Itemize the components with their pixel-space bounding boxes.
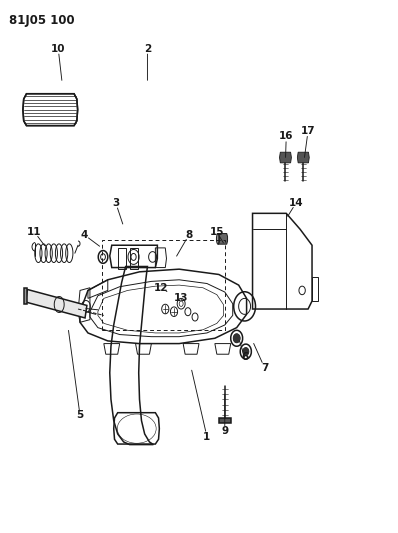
Text: 15: 15	[210, 227, 224, 237]
Text: 13: 13	[174, 293, 188, 303]
Polygon shape	[25, 289, 87, 318]
Text: 8: 8	[185, 230, 193, 240]
Text: 14: 14	[289, 198, 304, 208]
Text: 6: 6	[241, 352, 248, 362]
Text: 10: 10	[51, 44, 65, 53]
Text: 4: 4	[80, 230, 88, 240]
Circle shape	[243, 348, 249, 356]
Text: 5: 5	[76, 410, 84, 421]
Bar	[102, 240, 225, 330]
Text: 3: 3	[112, 198, 119, 208]
Polygon shape	[297, 152, 309, 163]
Polygon shape	[24, 288, 27, 304]
Polygon shape	[219, 418, 231, 423]
Text: 9: 9	[221, 426, 228, 437]
Text: 11: 11	[27, 227, 42, 237]
Text: 12: 12	[154, 283, 169, 293]
Polygon shape	[218, 233, 228, 244]
Text: 81J05 100: 81J05 100	[9, 14, 74, 27]
Text: 16: 16	[279, 131, 293, 141]
Text: 17: 17	[301, 126, 315, 136]
Text: 2: 2	[144, 44, 151, 53]
Circle shape	[234, 334, 240, 343]
Text: 7: 7	[261, 362, 268, 373]
Polygon shape	[279, 152, 291, 163]
Text: 1: 1	[203, 432, 211, 442]
